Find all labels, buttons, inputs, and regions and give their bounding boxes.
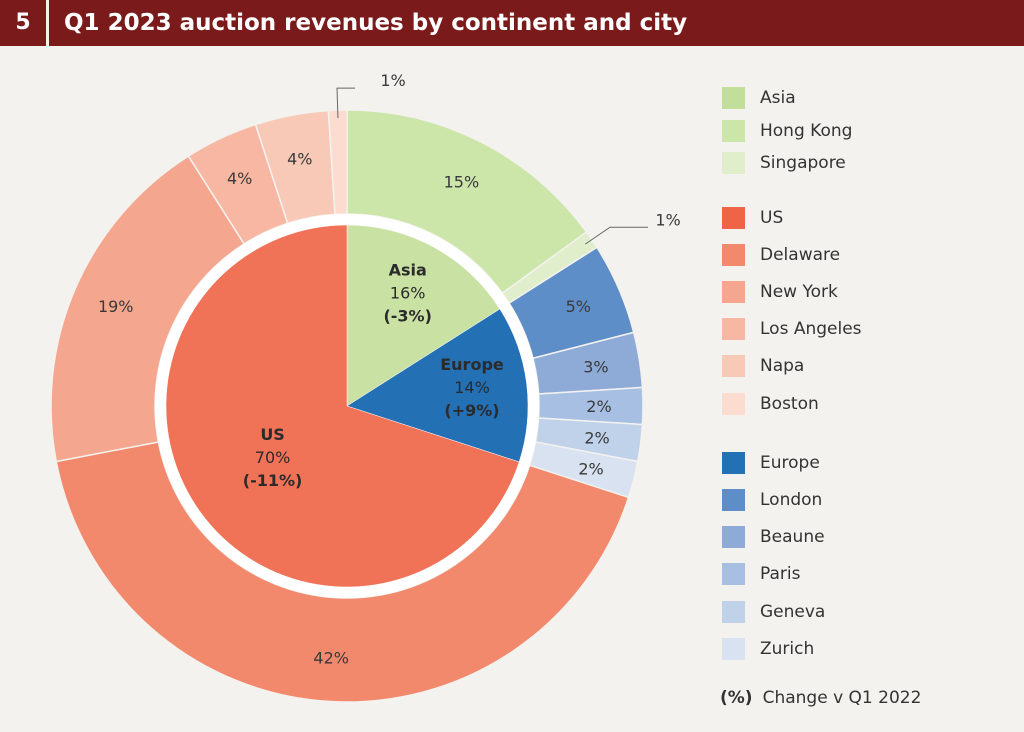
legend-label: Beaune xyxy=(760,527,825,548)
legend-swatch xyxy=(722,280,745,303)
legend-label: Napa xyxy=(760,356,805,377)
chart-title: Q1 2023 auction revenues by continent an… xyxy=(64,10,688,36)
callout-line-boston xyxy=(336,87,356,119)
outer-label-london: 5% xyxy=(566,297,591,316)
inner-slice-asia xyxy=(346,224,501,407)
legend-swatch xyxy=(722,206,745,229)
inner-slice-europe xyxy=(346,308,529,463)
legend-swatch xyxy=(722,637,745,660)
legend-label: Boston xyxy=(760,393,819,414)
change-note-symbol: (%) xyxy=(720,688,753,708)
legend-swatch xyxy=(722,119,745,142)
outer-label-hong-kong: 15% xyxy=(444,172,480,191)
outer-label-paris: 2% xyxy=(586,397,611,416)
legend-label: US xyxy=(760,207,784,228)
inner-change-asia: (-3%) xyxy=(383,307,431,326)
legend-label: Hong Kong xyxy=(760,120,853,141)
outer-label-boston: 1% xyxy=(380,71,405,90)
chart-header: 5 Q1 2023 auction revenues by continent … xyxy=(0,0,1024,46)
inner-name-us: US xyxy=(260,425,285,444)
legend-swatch xyxy=(722,392,745,415)
inner-slice-us xyxy=(165,224,520,588)
outer-label-napa: 4% xyxy=(287,149,312,168)
inner-name-asia: Asia xyxy=(389,261,427,280)
legend-swatch xyxy=(722,526,745,549)
inner-value-us: 70% xyxy=(255,448,291,467)
legend-swatch xyxy=(722,355,745,378)
legend-swatch xyxy=(722,243,745,266)
change-note-text: Change v Q1 2022 xyxy=(762,688,922,708)
legend-label: Asia xyxy=(760,88,796,108)
legend-swatch xyxy=(722,451,745,474)
legend-swatch xyxy=(722,600,745,623)
outer-label-geneva: 2% xyxy=(584,429,609,448)
figure-number: 5 xyxy=(15,10,31,35)
outer-label-singapore: 1% xyxy=(655,210,680,229)
outer-label-new-york: 19% xyxy=(98,297,134,316)
inner-change-europe: (+9%) xyxy=(444,401,499,420)
legend-label: Geneva xyxy=(760,601,826,622)
outer-label-los-angeles: 4% xyxy=(227,169,252,188)
inner-name-europe: Europe xyxy=(440,355,504,374)
legend-label: Zurich xyxy=(760,638,815,659)
callout-line-singapore xyxy=(584,226,649,245)
legend-label: Europe xyxy=(760,452,820,473)
legend-label: Paris xyxy=(760,564,801,585)
legend-swatch xyxy=(722,563,745,586)
inner-value-asia: 16% xyxy=(390,284,426,303)
legend-label: Singapore xyxy=(760,153,846,173)
outer-label-zurich: 2% xyxy=(578,460,603,479)
inner-change-us: (-11%) xyxy=(243,471,303,490)
legend-swatch xyxy=(722,488,745,511)
legend-label: Delaware xyxy=(760,244,841,265)
outer-label-beaune: 3% xyxy=(583,358,608,377)
legend-label: London xyxy=(760,489,823,510)
legend-swatch xyxy=(722,152,745,174)
header-divider xyxy=(46,0,49,46)
legend-swatch xyxy=(722,318,745,341)
outer-label-delaware: 42% xyxy=(313,649,349,668)
inner-value-europe: 14% xyxy=(454,378,490,397)
legend-label: Los Angeles xyxy=(760,319,862,340)
nested-donut-chart: 15% 1% 5% 3% 2% 2% 2% 42% 19% 4% 4% 1% Asia 16% (-3%) E… xyxy=(50,71,681,703)
change-note: (%) Change v Q1 2022 xyxy=(720,688,921,708)
legend-swatch xyxy=(722,87,745,109)
legend-label: New York xyxy=(760,281,838,302)
